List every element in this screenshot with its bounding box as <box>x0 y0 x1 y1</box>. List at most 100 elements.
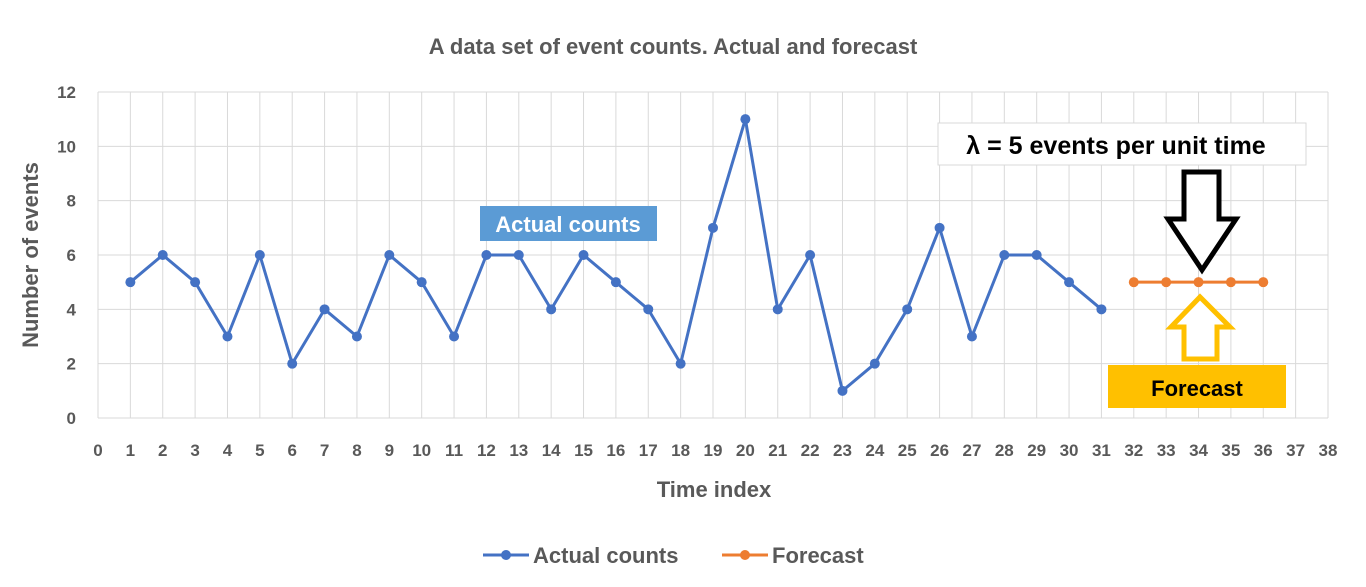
legend-item-forecast: Forecast <box>722 543 864 568</box>
x-tick-label: 8 <box>352 441 361 460</box>
x-tick-label: 14 <box>542 441 561 460</box>
data-point <box>1161 277 1172 288</box>
lambda-down-arrow-icon <box>1163 169 1241 275</box>
chart-title: A data set of event counts. Actual and f… <box>429 34 918 59</box>
x-tick-label: 30 <box>1060 441 1079 460</box>
data-point <box>837 385 848 396</box>
y-tick-label: 8 <box>67 192 76 211</box>
data-point <box>481 250 492 260</box>
legend: Actual counts Forecast <box>483 543 864 568</box>
legend-marker-forecast <box>740 550 750 560</box>
x-tick-label: 32 <box>1124 441 1143 460</box>
data-point <box>351 331 362 342</box>
y-tick-label: 12 <box>57 83 76 102</box>
x-tick-label: 6 <box>287 441 296 460</box>
data-point <box>157 250 168 260</box>
data-point <box>1258 277 1269 288</box>
x-tick-label: 3 <box>190 441 199 460</box>
y-axis-ticks: 0 2 4 6 8 10 12 <box>57 83 76 428</box>
x-tick-label: 19 <box>704 441 723 460</box>
x-tick-label: 16 <box>606 441 625 460</box>
x-tick-label: 2 <box>158 441 167 460</box>
x-tick-label: 25 <box>898 441 917 460</box>
data-point <box>125 277 136 288</box>
data-point <box>1193 277 1204 288</box>
forecast-callout-text: Forecast <box>1151 376 1243 401</box>
x-axis-ticks: 0 1 2 3 4 5 6 7 8 9 10 11 12 13 14 15 16 17 18 19 20 21 22 23 24… <box>93 441 1337 460</box>
x-tick-label: 34 <box>1189 441 1208 460</box>
x-tick-label: 29 <box>1027 441 1046 460</box>
actual-counts-callout-text: Actual counts <box>495 212 640 237</box>
data-point <box>999 250 1010 260</box>
series-actual <box>125 114 1107 396</box>
data-point <box>902 304 913 315</box>
legend-label-actual: Actual counts <box>533 543 678 568</box>
y-axis-label: Number of events <box>18 162 43 348</box>
x-tick-label: 0 <box>93 441 102 460</box>
x-tick-label: 33 <box>1157 441 1176 460</box>
data-point <box>643 304 654 315</box>
data-point <box>190 277 201 288</box>
data-point <box>805 250 816 260</box>
x-tick-label: 11 <box>445 441 463 460</box>
y-tick-label: 10 <box>57 137 76 156</box>
y-tick-label: 6 <box>67 246 76 265</box>
forecast-callout: Forecast <box>1108 365 1286 408</box>
y-tick-label: 2 <box>67 355 76 374</box>
x-tick-label: 27 <box>962 441 981 460</box>
data-point <box>319 304 330 315</box>
data-point <box>287 358 298 369</box>
x-tick-label: 17 <box>639 441 658 460</box>
y-tick-label: 0 <box>67 409 76 428</box>
data-point <box>416 277 427 288</box>
x-tick-label: 22 <box>801 441 820 460</box>
data-point <box>966 331 977 342</box>
x-tick-label: 36 <box>1254 441 1273 460</box>
data-point <box>449 331 460 342</box>
x-tick-label: 15 <box>574 441 593 460</box>
forecast-up-arrow-icon <box>1165 293 1237 362</box>
data-point <box>740 114 751 125</box>
x-tick-label: 20 <box>736 441 755 460</box>
x-tick-label: 26 <box>930 441 949 460</box>
y-tick-label: 4 <box>67 300 77 319</box>
x-tick-label: 28 <box>995 441 1014 460</box>
x-tick-label: 21 <box>768 441 787 460</box>
x-tick-label: 13 <box>509 441 528 460</box>
data-point <box>610 277 621 288</box>
data-point <box>772 304 783 315</box>
x-tick-label: 35 <box>1221 441 1240 460</box>
x-tick-label: 31 <box>1092 441 1111 460</box>
data-point <box>222 331 233 342</box>
x-tick-label: 23 <box>833 441 852 460</box>
data-point <box>1031 250 1042 260</box>
x-tick-label: 4 <box>223 441 233 460</box>
legend-label-forecast: Forecast <box>772 543 864 568</box>
series-layer <box>125 114 1269 396</box>
data-point <box>934 222 945 233</box>
data-point <box>708 222 718 233</box>
legend-item-actual: Actual counts <box>483 543 678 568</box>
x-tick-label: 10 <box>412 441 431 460</box>
actual-counts-callout: Actual counts <box>480 206 657 241</box>
series-forecast <box>1128 277 1269 288</box>
actual-counts-callout-box <box>480 206 657 241</box>
x-tick-label: 7 <box>320 441 329 460</box>
x-tick-label: 37 <box>1286 441 1305 460</box>
data-point <box>513 250 524 260</box>
data-point <box>578 250 589 260</box>
x-tick-label: 24 <box>865 441 884 460</box>
data-point <box>1225 277 1236 288</box>
data-point <box>384 250 395 260</box>
data-point <box>869 358 880 369</box>
lambda-callout-box <box>937 122 1307 166</box>
x-axis-label: Time index <box>657 477 772 502</box>
data-point <box>675 358 686 369</box>
x-tick-label: 38 <box>1319 441 1338 460</box>
x-tick-label: 12 <box>477 441 496 460</box>
data-point <box>546 304 557 315</box>
x-tick-label: 5 <box>255 441 264 460</box>
legend-marker-actual <box>501 550 511 560</box>
data-point <box>254 250 265 260</box>
